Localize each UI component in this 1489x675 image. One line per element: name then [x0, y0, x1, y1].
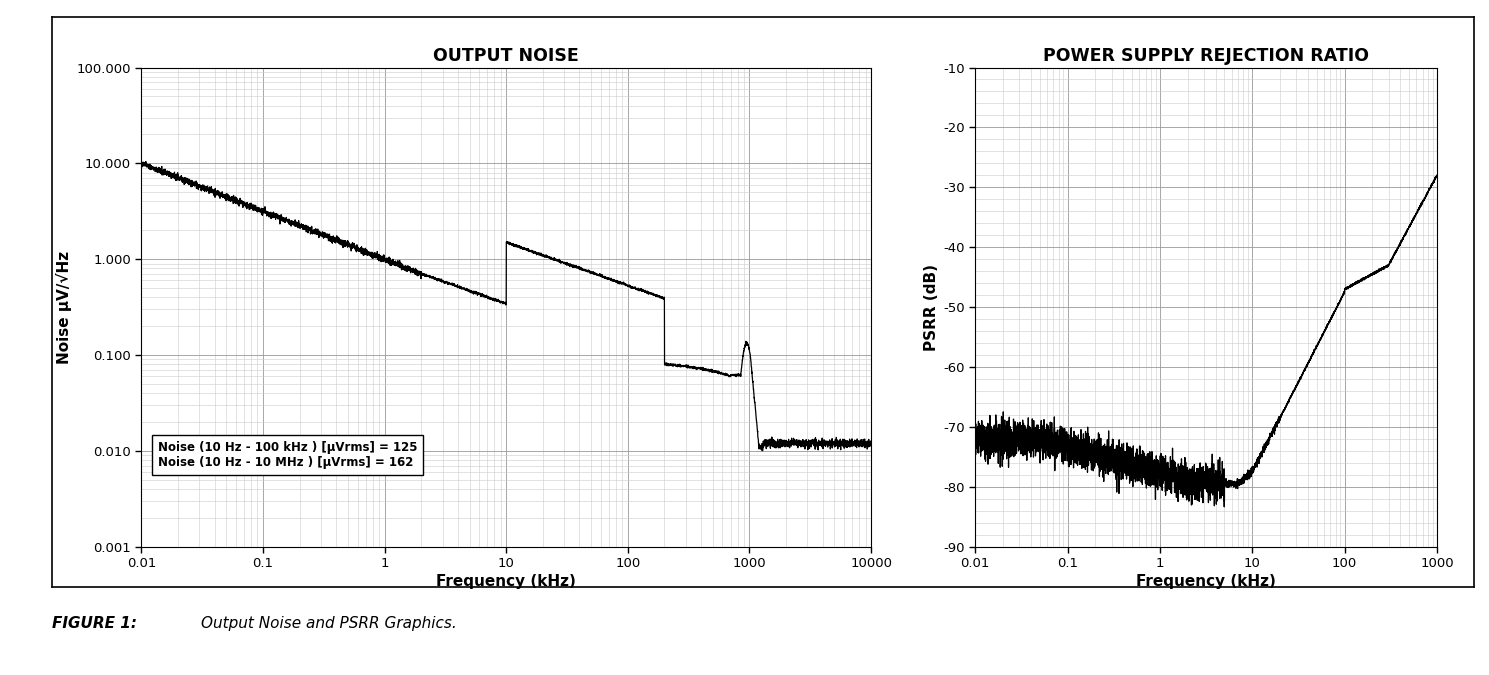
Text: FIGURE 1:: FIGURE 1:: [52, 616, 137, 630]
X-axis label: Frequency (kHz): Frequency (kHz): [1136, 574, 1276, 589]
Y-axis label: PSRR (dB): PSRR (dB): [925, 264, 940, 350]
Title: POWER SUPPLY REJECTION RATIO: POWER SUPPLY REJECTION RATIO: [1044, 47, 1368, 65]
Text: Noise (10 Hz - 100 kHz ) [μVrms] = 125
Noise (10 Hz - 10 MHz ) [μVrms] = 162: Noise (10 Hz - 100 kHz ) [μVrms] = 125 N…: [158, 441, 417, 469]
Text: Output Noise and PSRR Graphics.: Output Noise and PSRR Graphics.: [201, 616, 457, 630]
X-axis label: Frequency (kHz): Frequency (kHz): [436, 574, 576, 589]
Title: OUTPUT NOISE: OUTPUT NOISE: [433, 47, 579, 65]
Y-axis label: Noise μV/√Hz: Noise μV/√Hz: [57, 250, 73, 364]
